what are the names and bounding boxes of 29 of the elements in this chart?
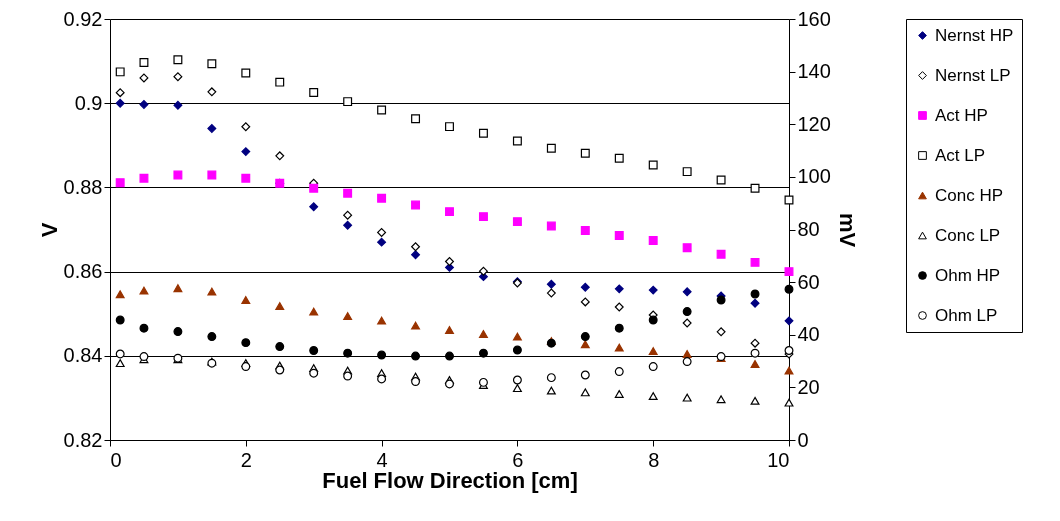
x-tick-label: 2 (240, 448, 252, 471)
y2-tick-label: 80 (797, 218, 820, 240)
y-tick-label: 0.88 (63, 175, 103, 198)
y-tick-label: 0.92 (63, 7, 103, 30)
legend-label: Conc LP (935, 225, 1001, 245)
x-tick-label: 10 (767, 448, 790, 471)
legend-label: Act LP (935, 145, 986, 165)
legend-label: Act HP (935, 105, 988, 125)
legend-label: Nernst HP (935, 25, 1014, 45)
y2-tick-label: 140 (797, 60, 831, 83)
y-tick-label: 0.82 (63, 428, 103, 451)
y-tick-label: 0.84 (63, 344, 103, 367)
y2-tick-label: 20 (797, 375, 820, 398)
y2-tick-label: 120 (797, 112, 831, 135)
y2-tick-label: 100 (797, 165, 831, 188)
y2-axis-title: mV (834, 212, 860, 248)
x-tick-label: 8 (648, 448, 660, 471)
x-tick-label: 0 (110, 448, 122, 471)
y-tick-label: 0.86 (63, 260, 103, 283)
legend-label: Ohm HP (935, 265, 1001, 285)
y-tick-label: 0.9 (74, 91, 103, 114)
legend-label: Conc HP (935, 185, 1004, 205)
y2-tick-label: 160 (797, 7, 831, 30)
legend-label: Nernst LP (935, 65, 1011, 85)
y2-tick-label: 40 (797, 323, 820, 346)
y2-tick-label: 0 (797, 428, 809, 451)
legend-label: Ohm LP (935, 305, 998, 325)
y2-tick-label: 60 (797, 270, 820, 293)
y-axis-title: V (36, 222, 62, 238)
